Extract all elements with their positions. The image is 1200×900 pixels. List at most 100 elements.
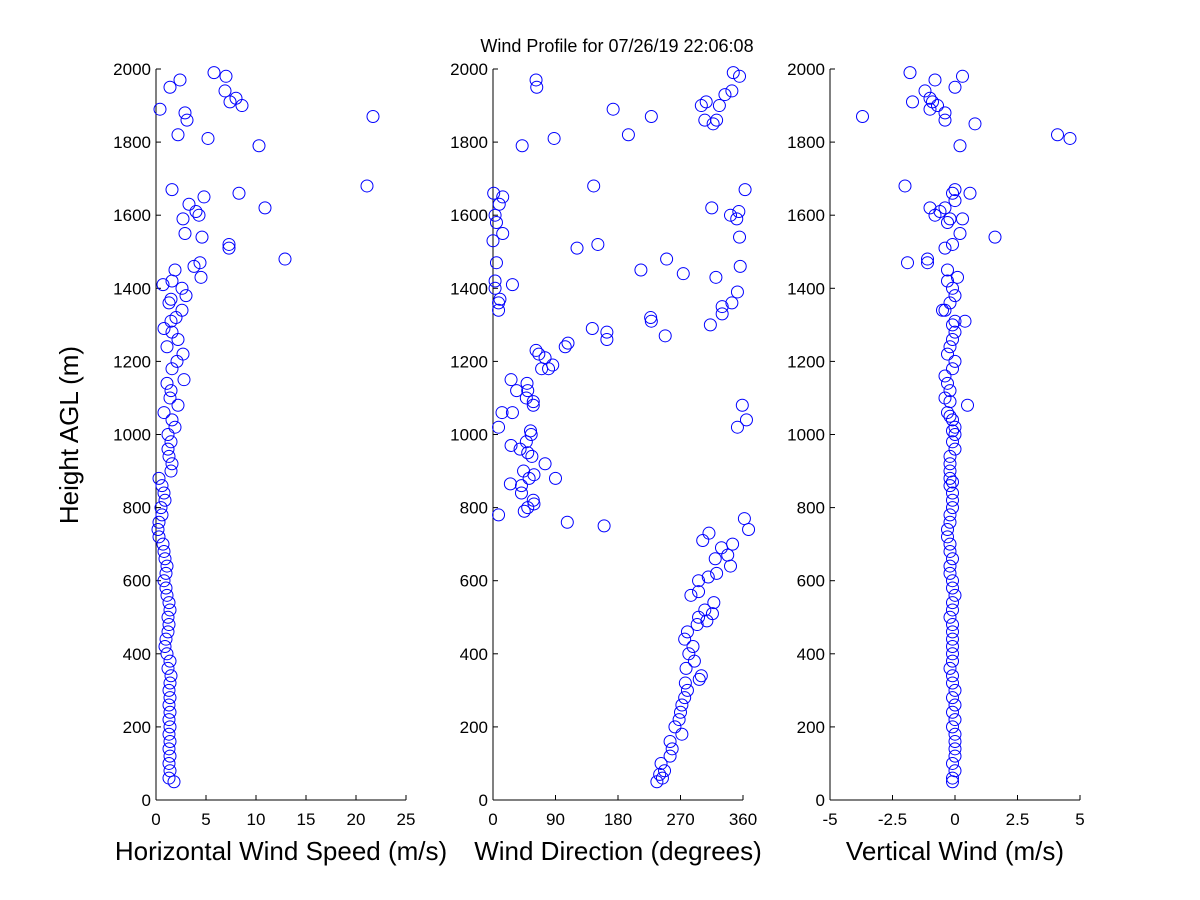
data-point — [684, 588, 698, 602]
data-point — [679, 661, 693, 675]
data-point — [943, 471, 957, 485]
data-point — [154, 501, 168, 515]
y-tick-label: 1400 — [113, 279, 151, 298]
data-point — [162, 449, 176, 463]
data-point — [597, 519, 611, 533]
x-tick-label: 15 — [297, 810, 316, 829]
data-point — [692, 574, 706, 588]
data-point — [696, 533, 710, 547]
data-point — [493, 292, 507, 306]
data-point — [948, 735, 962, 749]
data-point — [948, 325, 962, 339]
x-tick-label: -2.5 — [878, 810, 907, 829]
x-tick-label: 0 — [488, 810, 497, 829]
data-point — [192, 208, 206, 222]
data-point — [674, 705, 687, 719]
data-point — [948, 314, 962, 328]
y-tick-label: 1800 — [787, 133, 825, 152]
data-point — [157, 322, 171, 336]
data-point — [160, 647, 174, 661]
data-point — [168, 420, 182, 434]
data-point — [161, 428, 175, 441]
data-point — [948, 742, 962, 756]
data-point — [161, 610, 175, 624]
data-point — [961, 398, 974, 412]
y-tick-label: 0 — [479, 791, 488, 810]
data-point — [157, 574, 171, 588]
y-tick-label: 200 — [123, 718, 151, 737]
data-point — [948, 588, 962, 602]
data-point — [360, 179, 374, 193]
data-point — [195, 230, 209, 244]
data-point — [948, 354, 962, 368]
y-tick-label: 600 — [123, 572, 151, 591]
data-point — [732, 205, 746, 219]
data-point — [678, 632, 692, 646]
data-point — [161, 625, 175, 639]
data-point — [733, 259, 747, 273]
data-point — [943, 544, 957, 558]
data-point — [738, 183, 752, 197]
data-point — [162, 596, 176, 610]
data-point — [162, 756, 176, 770]
data-point — [943, 449, 957, 463]
data-point — [1051, 128, 1064, 142]
data-point — [928, 208, 942, 222]
data-point — [946, 424, 959, 438]
data-point — [668, 720, 682, 734]
data-point — [948, 764, 962, 778]
data-point — [730, 212, 744, 226]
data-point — [176, 212, 190, 226]
data-point — [705, 607, 719, 621]
data-point — [547, 131, 561, 145]
data-points — [486, 66, 756, 789]
data-point — [538, 457, 552, 471]
data-point — [194, 270, 208, 284]
data-point — [488, 281, 502, 295]
data-point — [492, 303, 506, 317]
data-point — [487, 186, 501, 200]
data-point — [163, 735, 177, 749]
data-point — [558, 340, 572, 354]
data-point — [943, 661, 957, 675]
data-point — [694, 669, 708, 683]
y-tick-label: 0 — [142, 791, 151, 810]
data-point — [692, 585, 706, 599]
data-point — [943, 508, 957, 522]
data-point — [675, 727, 689, 741]
data-point — [946, 362, 959, 376]
x-tick-label: 20 — [347, 810, 366, 829]
data-point — [561, 336, 575, 350]
data-point — [906, 95, 919, 109]
data-point — [686, 639, 700, 653]
data-point — [938, 241, 952, 255]
data-point — [159, 632, 173, 646]
data-point — [634, 263, 648, 277]
data-point — [856, 110, 869, 124]
data-point — [489, 256, 503, 270]
data-point — [946, 493, 959, 507]
data-point — [742, 523, 756, 537]
y-tick-label: 200 — [797, 718, 825, 737]
data-point — [948, 727, 962, 741]
data-point — [698, 603, 712, 617]
y-tick-label: 2000 — [450, 60, 488, 79]
data-point — [956, 212, 969, 226]
data-point — [703, 318, 717, 332]
data-point — [653, 767, 667, 781]
data-point — [492, 197, 506, 211]
data-point — [606, 102, 620, 116]
data-point — [178, 106, 192, 120]
data-point — [488, 274, 502, 288]
x-axis-label: Vertical Wind (m/s) — [846, 836, 1064, 866]
data-point — [495, 406, 509, 420]
data-point — [948, 183, 962, 197]
data-point — [943, 610, 957, 624]
data-point — [366, 110, 380, 124]
data-point — [946, 632, 959, 646]
data-point — [968, 117, 982, 131]
data-point — [505, 406, 519, 420]
data-point — [600, 325, 614, 339]
data-point — [676, 267, 690, 281]
data-point — [941, 376, 954, 390]
